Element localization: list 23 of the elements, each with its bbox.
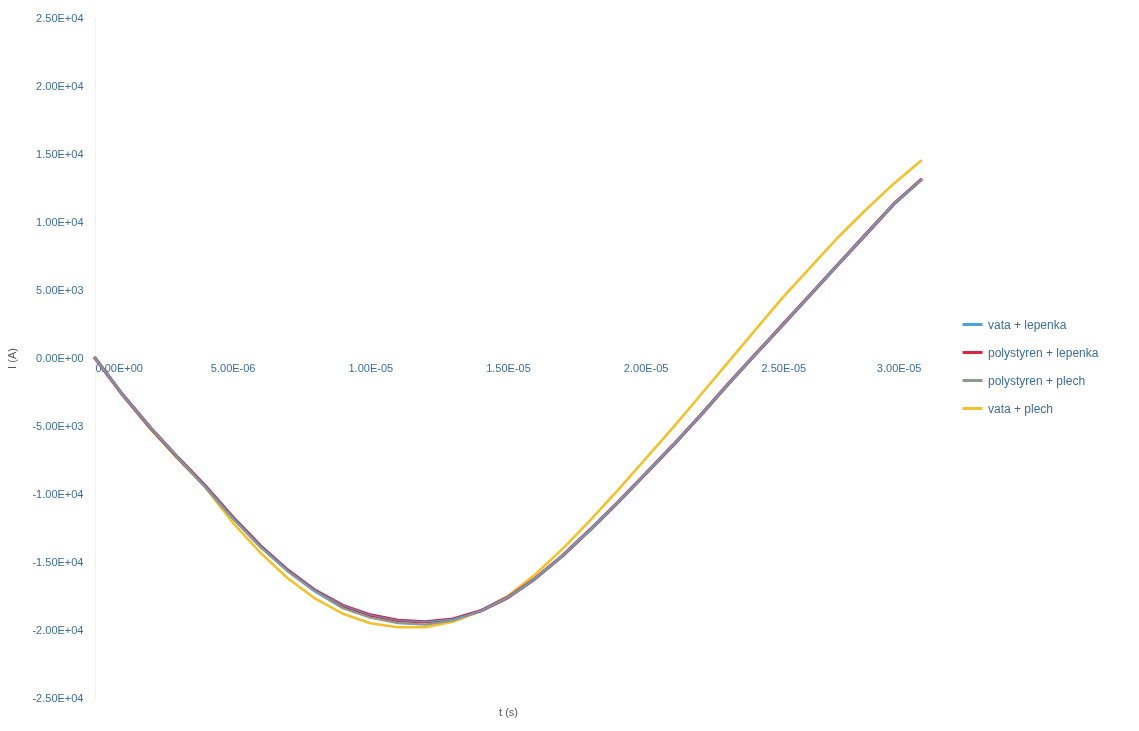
x-tick-label: 2.50E-05	[761, 361, 807, 374]
x-axis-title: t (s)	[499, 705, 518, 718]
legend-label: vata + lepenka	[988, 317, 1067, 332]
y-tick-label: -1.50E+04	[32, 555, 84, 568]
y-tick-label: 2.00E+04	[36, 79, 84, 92]
y-axis-title: I (A)	[6, 348, 19, 369]
x-tick-label: 3.00E-05	[876, 361, 922, 374]
x-tick-label: 2.00E-05	[623, 361, 669, 374]
legend-label: polystyren + lepenka	[988, 345, 1099, 360]
y-tick-label: 5.00E+03	[36, 283, 84, 296]
y-tick-label: 0.00E+00	[36, 351, 84, 364]
y-tick-label: 1.50E+04	[36, 147, 84, 160]
y-tick-label: -2.50E+04	[32, 691, 84, 704]
y-tick-label: 1.00E+04	[36, 215, 84, 228]
y-tick-label: -1.00E+04	[32, 487, 84, 500]
x-tick-label: 1.50E-05	[486, 361, 531, 374]
y-tick-label: -5.00E+03	[32, 419, 84, 432]
y-tick-label: -2.00E+04	[32, 623, 84, 636]
legend-label: vata + plech	[988, 401, 1054, 416]
x-tick-label: 1.00E-05	[348, 361, 394, 374]
legend-label: polystyren + plech	[988, 373, 1086, 388]
x-tick-label: 5.00E-06	[210, 361, 256, 374]
y-tick-label: 2.50E+04	[36, 11, 84, 24]
